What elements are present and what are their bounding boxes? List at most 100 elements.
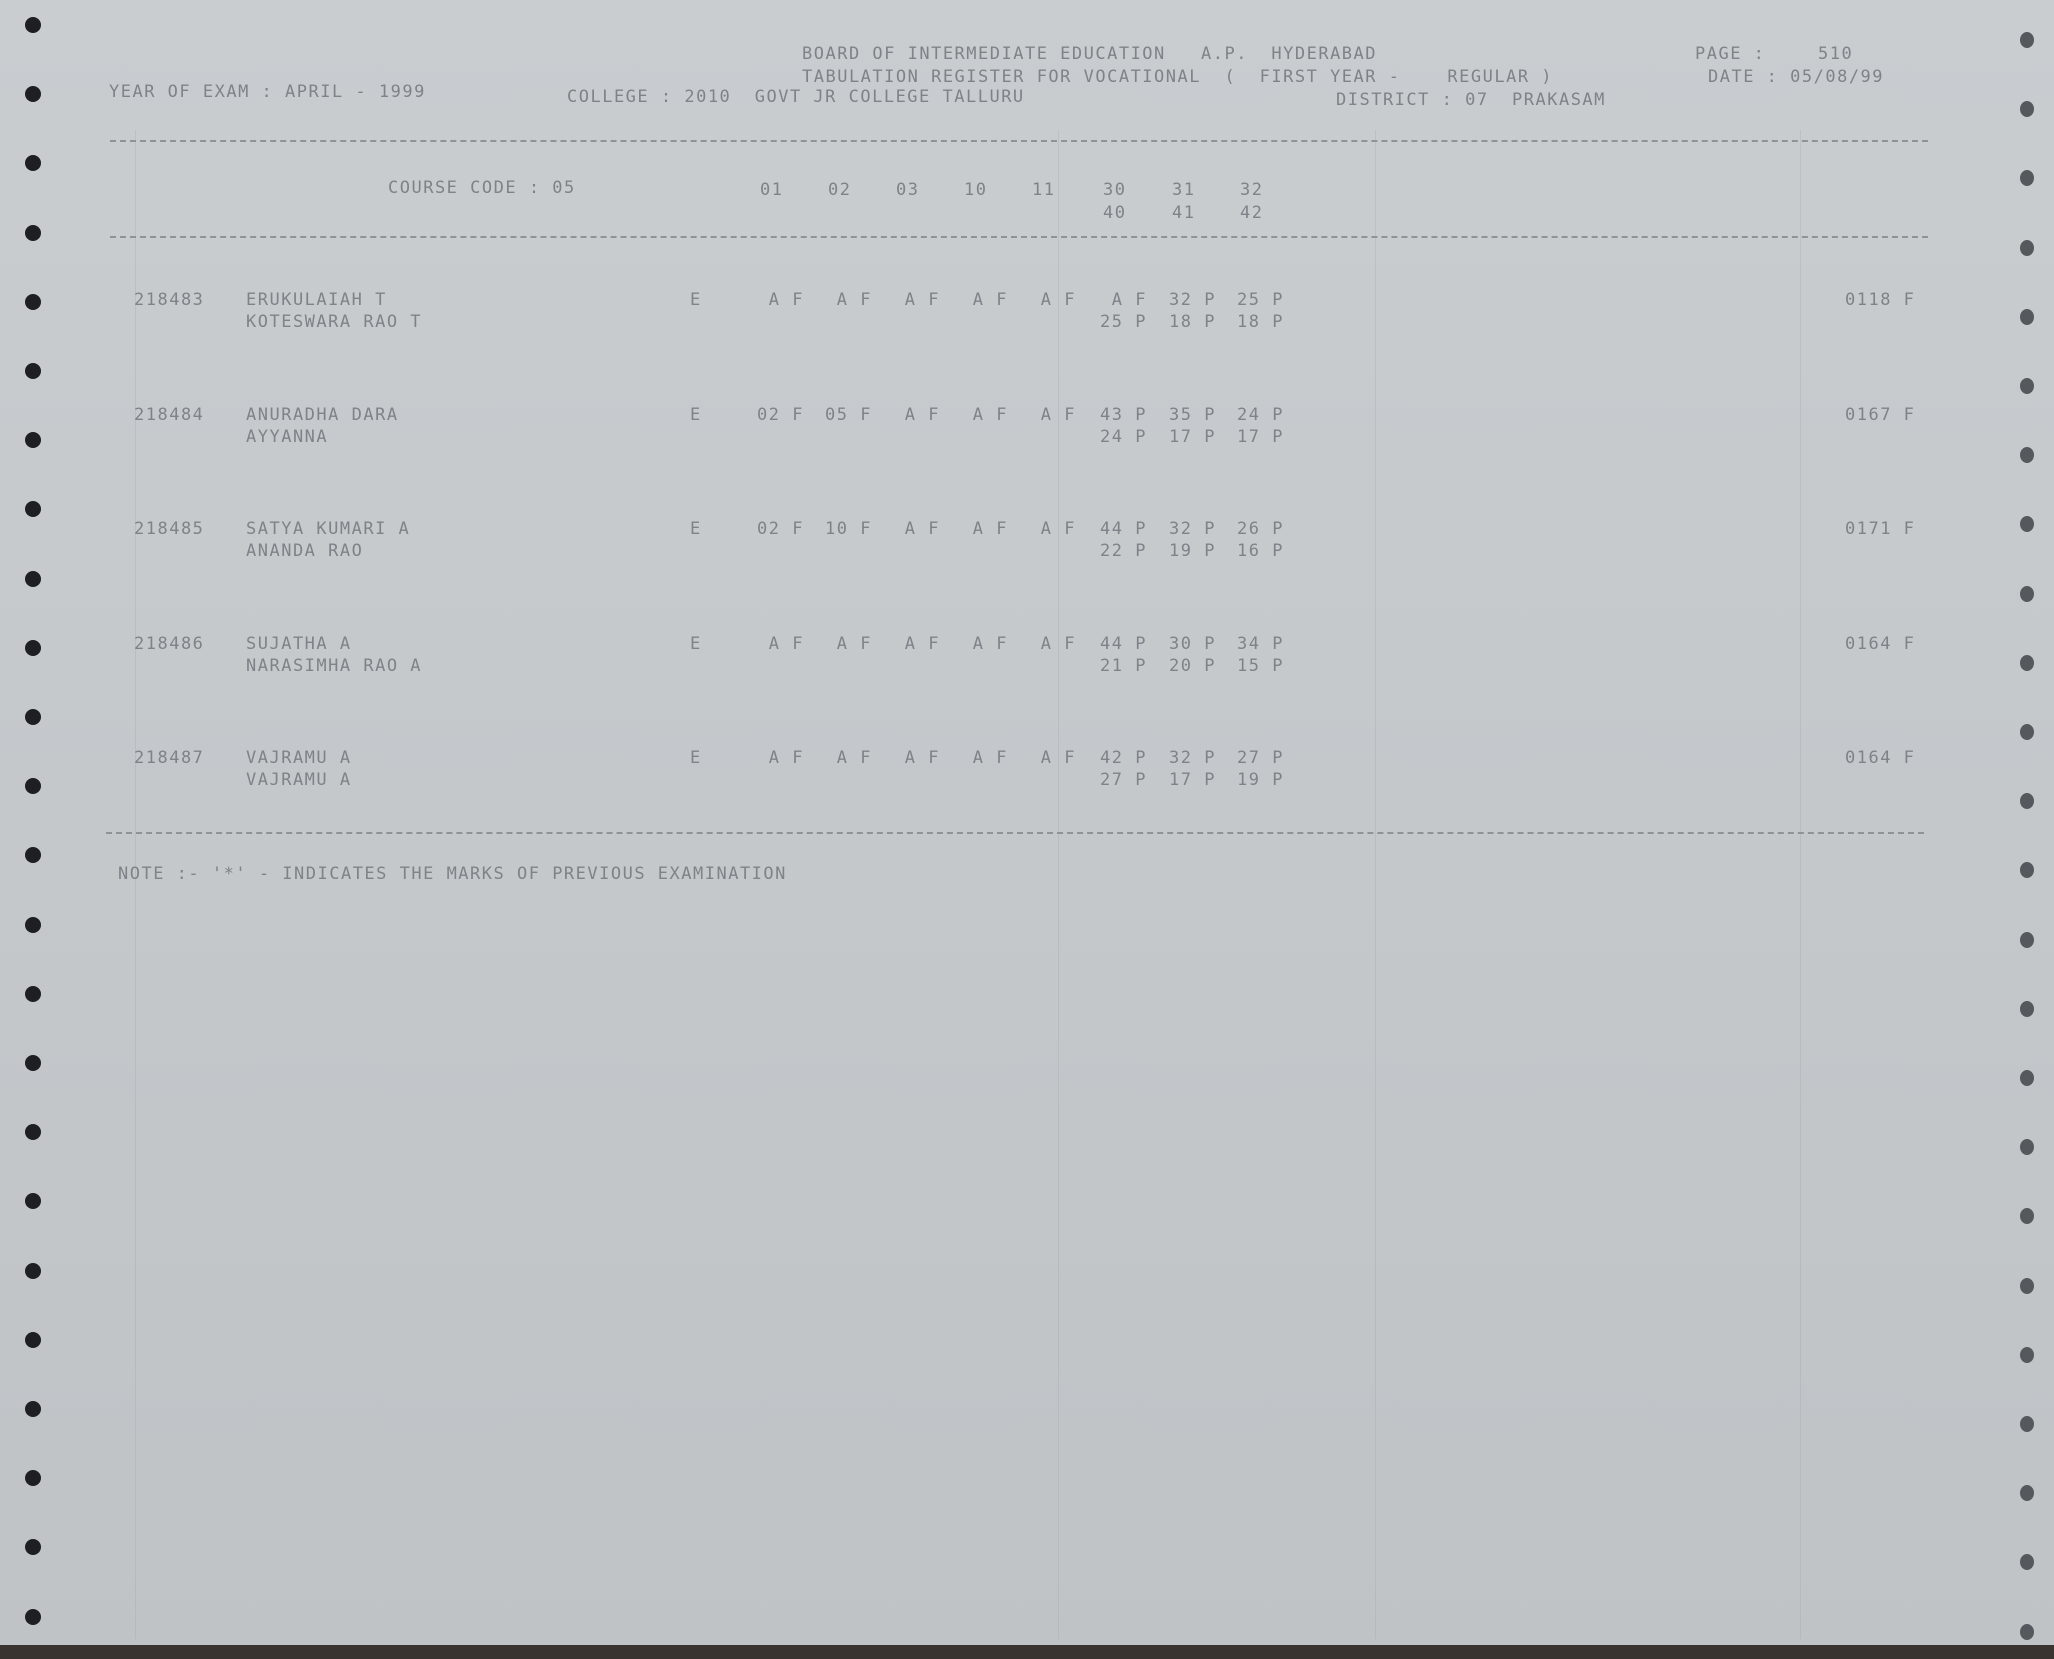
- feed-hole: [2020, 1485, 2034, 1502]
- feed-hole: [25, 501, 41, 518]
- mark-cell: 02 F: [757, 519, 804, 539]
- mark-cell: 10 F: [825, 519, 872, 539]
- feed-hole: [25, 293, 41, 310]
- mark-cell: 25 P: [1237, 290, 1284, 310]
- feed-hole: [2020, 1416, 2034, 1432]
- mark-cell: A F: [972, 633, 1008, 654]
- college: COLLEGE : 2010 GOVT JR COLLEGE TALLURU: [567, 87, 1025, 107]
- mark-cell: A F: [768, 290, 804, 310]
- divider: [110, 140, 1928, 142]
- roll-number: 218484: [134, 404, 205, 425]
- divider: [110, 236, 1928, 238]
- feed-hole: [25, 639, 41, 656]
- roll-number: 218485: [134, 519, 205, 539]
- feed-hole: [25, 985, 41, 1002]
- mark-cell: 32 P: [1169, 519, 1216, 539]
- mark-cell: 21 P: [1100, 655, 1147, 676]
- page-number: 510: [1818, 44, 1854, 64]
- mark-cell: 16 P: [1237, 541, 1284, 561]
- feed-hole: [25, 1193, 41, 1210]
- subject-header: 42: [1240, 203, 1264, 223]
- table-edge: [0, 1645, 2054, 1659]
- feed-hole: [25, 570, 41, 587]
- year-of-exam: YEAR OF EXAM : APRIL - 1999: [109, 82, 426, 102]
- mark-cell: A F: [904, 633, 940, 654]
- medium: E: [690, 633, 702, 654]
- district: DISTRICT : 07 PRAKASAM: [1336, 90, 1606, 110]
- mark-cell: A F: [1040, 290, 1076, 310]
- form-rule: [1058, 130, 1059, 1639]
- parent-name: KOTESWARA RAO T: [246, 312, 423, 332]
- feed-hole: [25, 363, 41, 379]
- feed-hole: [25, 155, 41, 172]
- feed-hole: [25, 1470, 41, 1487]
- subject-header: 03: [896, 180, 920, 200]
- mark-cell: A F: [972, 404, 1008, 425]
- parent-name: VAJRAMU A: [246, 770, 352, 790]
- feed-hole: [2020, 793, 2034, 810]
- feed-hole: [2020, 654, 2034, 671]
- mark-cell: 32 P: [1169, 748, 1216, 768]
- subject-header: 10: [964, 180, 988, 200]
- mark-cell: A F: [1040, 519, 1076, 539]
- total-result: 0164 F: [1845, 748, 1916, 768]
- subject-header: 30: [1103, 180, 1127, 200]
- feed-hole: [25, 709, 41, 725]
- medium: E: [690, 404, 702, 425]
- feed-hole: [2020, 1277, 2034, 1294]
- feed-hole: [2020, 1208, 2034, 1225]
- mark-cell: A F: [836, 290, 872, 310]
- feed-hole: [2020, 170, 2034, 187]
- feed-hole: [2020, 862, 2034, 879]
- mark-cell: 43 P: [1100, 404, 1147, 425]
- feed-hole: [25, 847, 41, 864]
- mark-cell: A F: [768, 748, 804, 768]
- feed-hole: [2020, 585, 2034, 602]
- mark-cell: 17 P: [1169, 426, 1216, 447]
- feed-hole: [25, 1262, 41, 1279]
- mark-cell: 25 P: [1100, 312, 1147, 332]
- mark-cell: 32 P: [1169, 290, 1216, 310]
- mark-cell: A F: [904, 519, 940, 539]
- feed-hole: [25, 17, 41, 33]
- mark-cell: 17 P: [1237, 426, 1284, 447]
- mark-cell: 34 P: [1237, 633, 1284, 654]
- feed-hole: [25, 1539, 41, 1556]
- mark-cell: A F: [768, 633, 804, 654]
- feed-hole: [25, 916, 41, 933]
- feed-hole: [25, 1055, 41, 1071]
- roll-number: 218483: [134, 290, 205, 310]
- footnote: NOTE :- '*' - INDICATES THE MARKS OF PRE…: [118, 864, 787, 884]
- mark-cell: 22 P: [1100, 541, 1147, 561]
- feed-hole: [25, 432, 41, 449]
- feed-hole: [2020, 308, 2034, 325]
- mark-cell: A F: [972, 519, 1008, 539]
- mark-cell: 30 P: [1169, 633, 1216, 654]
- mark-cell: 17 P: [1169, 770, 1216, 790]
- feed-hole: [2020, 931, 2034, 948]
- print-date: DATE : 05/08/99: [1708, 67, 1885, 87]
- total-result: 0164 F: [1845, 633, 1916, 654]
- course-code: COURSE CODE : 05: [388, 178, 576, 198]
- student-name: SUJATHA A: [246, 633, 352, 654]
- form-rule: [1375, 130, 1376, 1639]
- mark-cell: 42 P: [1100, 748, 1147, 768]
- mark-cell: 20 P: [1169, 655, 1216, 676]
- feed-hole: [2020, 447, 2034, 464]
- board-title: BOARD OF INTERMEDIATE EDUCATION A.P. HYD…: [802, 44, 1378, 64]
- subject-header: 41: [1172, 203, 1196, 223]
- mark-cell: A F: [1040, 404, 1076, 425]
- mark-cell: A F: [972, 290, 1008, 310]
- student-name: ERUKULAIAH T: [246, 290, 387, 310]
- subject-header: 32: [1240, 180, 1264, 200]
- feed-hole: [2020, 101, 2034, 118]
- feed-hole: [2020, 1554, 2034, 1571]
- total-result: 0167 F: [1845, 404, 1916, 425]
- roll-number: 218486: [134, 633, 205, 654]
- student-name: SATYA KUMARI A: [246, 519, 411, 539]
- form-rule: [135, 130, 136, 1639]
- parent-name: AYYANNA: [246, 426, 329, 447]
- mark-cell: 19 P: [1169, 541, 1216, 561]
- divider: [106, 832, 1924, 834]
- total-result: 0171 F: [1845, 519, 1916, 539]
